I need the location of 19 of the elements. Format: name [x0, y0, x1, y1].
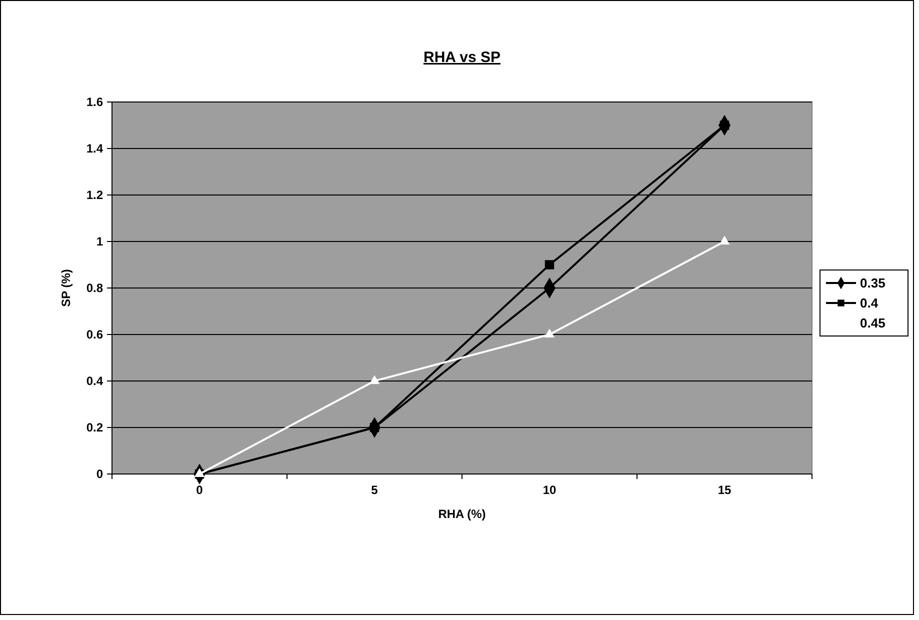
chart-title: RHA vs SP — [424, 49, 500, 66]
x-axis-title: RHA (%) — [438, 507, 486, 521]
y-tick-label: 0.6 — [86, 328, 104, 342]
y-tick-label: 0.2 — [86, 420, 104, 435]
x-tick-label: 10 — [542, 483, 556, 497]
y-tick-label: 1.6 — [86, 95, 104, 110]
y-tick-label: 0 — [96, 467, 104, 482]
y-axis-title: SP (%) — [59, 269, 73, 307]
x-tick-label: 5 — [371, 483, 378, 497]
x-tick-label: 15 — [718, 483, 732, 497]
y-tick-label: 0.8 — [86, 281, 104, 296]
y-tick-label: 1 — [96, 234, 104, 249]
text: 0.45 — [860, 316, 886, 331]
legend-label: 0.35 — [860, 276, 886, 291]
x-tick-label: 0 — [196, 483, 204, 497]
y-tick-label: 1.2 — [86, 188, 104, 202]
legend-label: 0.4 — [860, 296, 879, 311]
y-tick-label: 0.4 — [86, 374, 104, 388]
y-tick-label: 1.4 — [86, 142, 104, 156]
